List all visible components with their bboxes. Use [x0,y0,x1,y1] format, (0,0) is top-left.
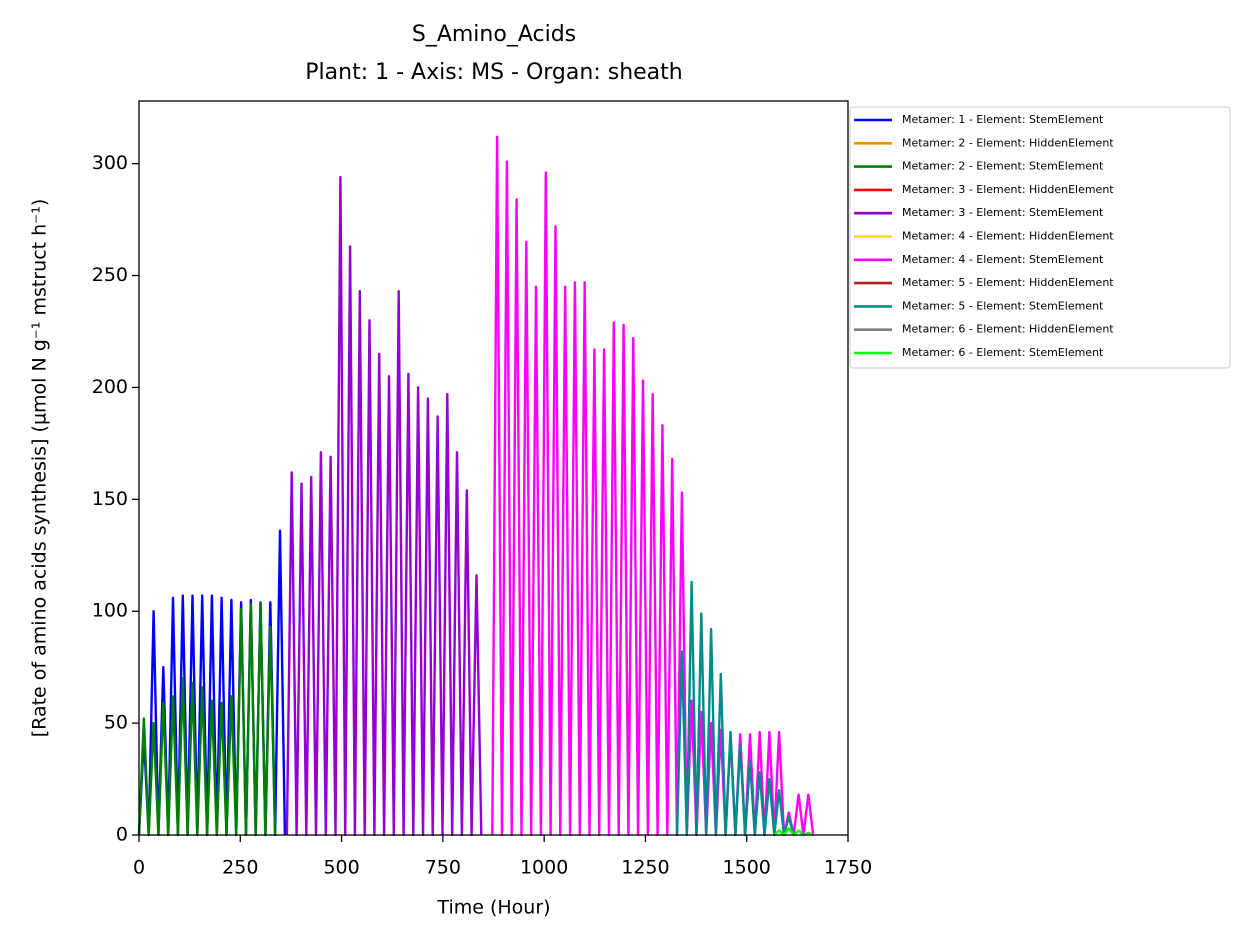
x-tick-label: 1250 [621,857,669,879]
legend-label: Metamer: 5 - Element: HiddenElement [902,276,1114,289]
legend-label: Metamer: 3 - Element: StemElement [902,206,1104,219]
x-tick-label: 1500 [723,857,771,879]
x-tick-label: 500 [323,857,359,879]
chart-subtitle: Plant: 1 - Axis: MS - Organ: sheath [305,60,682,85]
y-tick-label: 0 [116,824,128,846]
legend-label: Metamer: 2 - Element: HiddenElement [902,136,1114,149]
legend-label: Metamer: 6 - Element: HiddenElement [902,323,1114,336]
legend: Metamer: 1 - Element: StemElement Metamer… [854,113,1114,359]
legend-label: Metamer: 1 - Element: StemElement [902,113,1104,126]
y-tick-label: 200 [92,376,128,398]
series-line [137,601,277,837]
y-axis-label: [Rate of amino acids synthesis] (µmol N … [29,199,51,737]
x-tick-label: 1000 [520,857,568,879]
legend-label: Metamer: 4 - Element: HiddenElement [902,230,1114,243]
y-tick-label: 100 [92,600,128,622]
y-tick-label: 300 [92,152,128,174]
series-line [491,135,815,837]
x-tick-label: 250 [222,857,258,879]
legend-label: Metamer: 3 - Element: HiddenElement [902,183,1114,196]
y-tick-label: 150 [92,488,128,510]
legend-box [849,106,1231,369]
x-axis-label: Time (Hour) [436,897,550,919]
series-line [285,175,483,837]
x-tick-label: 750 [425,857,461,879]
y-tick-label: 50 [104,712,128,734]
y-tick-label: 250 [92,264,128,286]
x-tick-label: 1750 [824,857,872,879]
x-tick-label: 0 [133,857,145,879]
legend-label: Metamer: 2 - Element: StemElement [902,160,1104,173]
chart-title: S_Amino_Acids [412,22,576,47]
legend-label: Metamer: 5 - Element: StemElement [902,299,1104,312]
axes-frame [138,100,849,836]
legend-label: Metamer: 4 - Element: StemElement [902,253,1104,266]
legend-label: Metamer: 6 - Element: StemElement [902,346,1104,359]
